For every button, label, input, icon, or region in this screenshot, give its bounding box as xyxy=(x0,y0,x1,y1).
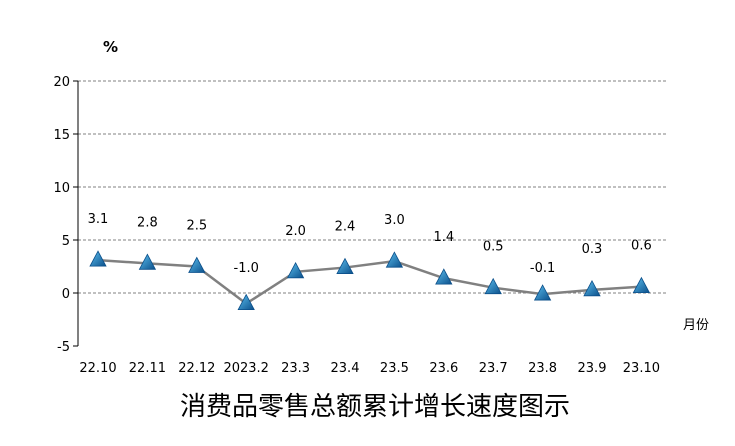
data-label: 3.0 xyxy=(384,213,405,228)
data-label: 2.5 xyxy=(186,219,207,234)
data-point-marker xyxy=(484,277,502,295)
y-axis-unit: % xyxy=(103,38,118,56)
x-tick-label: 23.9 xyxy=(578,361,607,376)
data-label: 1.4 xyxy=(433,230,454,245)
x-tick-label: 22.10 xyxy=(79,361,116,376)
data-point-marker xyxy=(632,276,651,294)
chart-title: 消费品零售总额累计增长速度图示 xyxy=(180,392,570,422)
data-point-marker xyxy=(435,268,453,285)
data-label: 2.0 xyxy=(285,224,306,239)
data-label: -1.0 xyxy=(234,261,259,276)
series-line xyxy=(97,258,642,306)
x-tick-label: 23.3 xyxy=(281,361,310,376)
x-tick-label: 2023.2 xyxy=(223,361,269,376)
data-point-marker xyxy=(237,293,255,311)
data-point-marker xyxy=(138,253,157,270)
y-tick-label: -5 xyxy=(57,340,70,355)
data-label: 3.1 xyxy=(88,212,109,227)
data-label: -0.1 xyxy=(530,261,555,276)
x-tick-label: 23.10 xyxy=(623,361,660,376)
data-label: 2.8 xyxy=(137,215,158,230)
data-label: 0.6 xyxy=(631,239,652,254)
data-label: 0.3 xyxy=(582,242,603,257)
x-tick-label: 22.11 xyxy=(129,361,166,376)
y-tick-label: 5 xyxy=(62,234,70,249)
data-label: 0.5 xyxy=(483,240,504,255)
y-tick-label: 10 xyxy=(53,181,70,196)
x-tick-label: 23.8 xyxy=(528,361,557,376)
data-point-marker xyxy=(89,250,107,267)
x-axis-label: 月份 xyxy=(683,318,709,333)
x-tick-label: 23.6 xyxy=(429,361,458,376)
data-label: 2.4 xyxy=(335,220,356,235)
x-tick-label: 23.5 xyxy=(380,361,409,376)
y-tick-label: 20 xyxy=(53,75,70,90)
y-tick-label: 15 xyxy=(53,128,70,143)
data-point-marker xyxy=(583,279,601,297)
x-tick-label: 22.12 xyxy=(178,361,215,376)
x-tick-label: 23.4 xyxy=(331,361,360,376)
data-point-marker xyxy=(385,251,404,268)
x-tick-label: 23.7 xyxy=(479,361,508,376)
y-tick-label: 0 xyxy=(62,287,70,302)
data-point-marker xyxy=(336,257,354,274)
data-point-marker xyxy=(188,256,206,273)
data-point-marker xyxy=(286,261,305,279)
data-point-marker xyxy=(533,284,552,301)
